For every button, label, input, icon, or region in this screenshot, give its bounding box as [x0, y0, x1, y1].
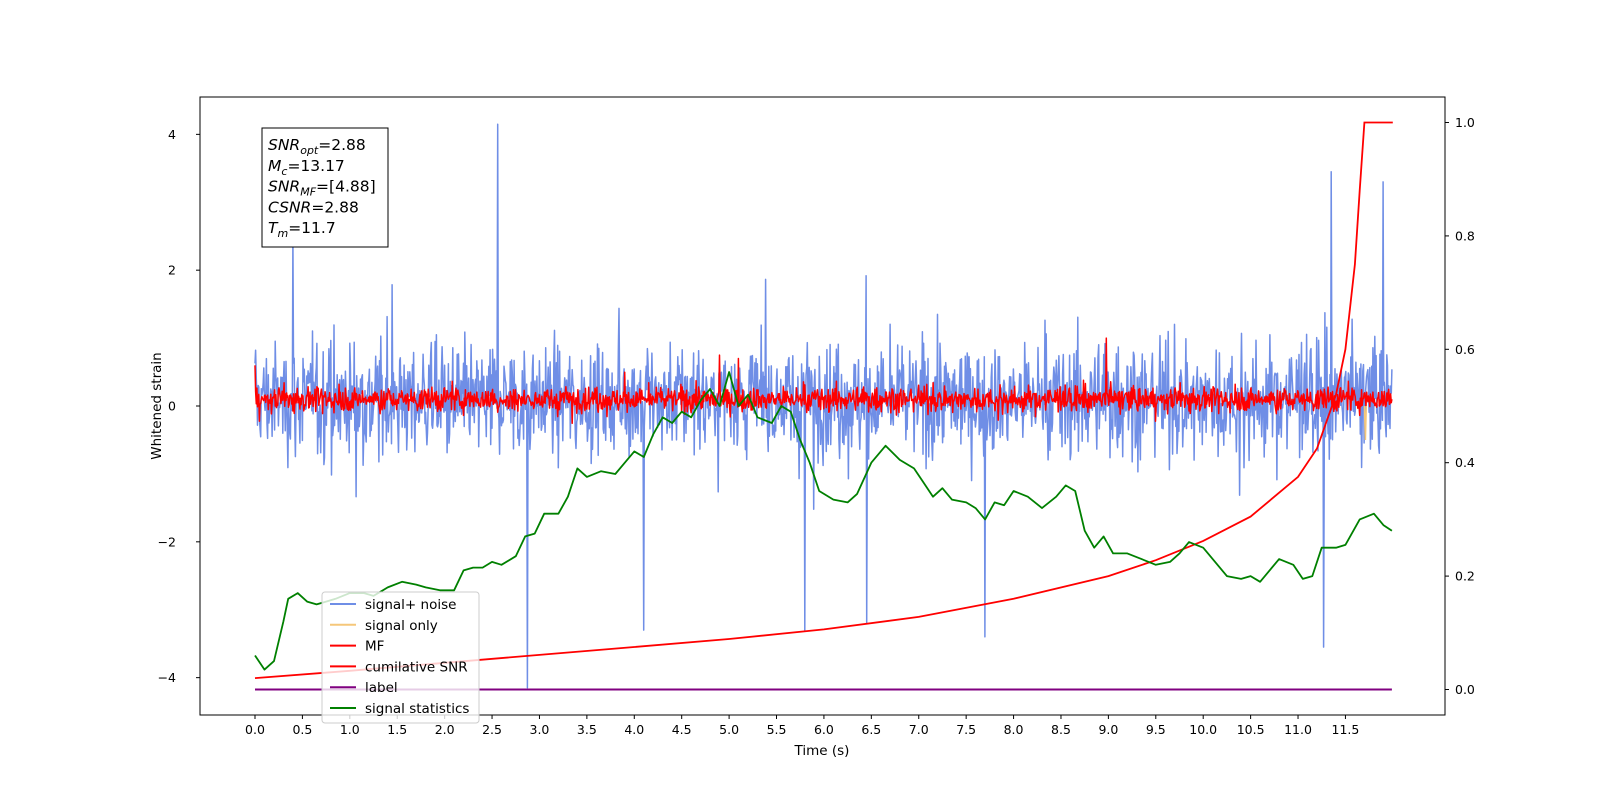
- y-tick-label: −2: [158, 534, 176, 549]
- legend-label: label: [365, 680, 398, 696]
- y2-tick-label: 0.6: [1455, 342, 1475, 357]
- legend-item[interactable]: signal+ noise: [330, 597, 456, 613]
- series-signal-noise-line: [254, 123, 1393, 689]
- y2-tick-label: 1.0: [1455, 115, 1475, 130]
- x-tick-label: 7.5: [956, 722, 976, 737]
- y-tick-label: −4: [158, 670, 176, 685]
- legend-label: signal only: [365, 618, 438, 634]
- x-tick-label: 4.0: [624, 722, 644, 737]
- x-tick-label: 2.5: [482, 722, 502, 737]
- legend-frame: [321, 591, 480, 724]
- legend-label: signal statistics: [365, 701, 469, 717]
- legend-item[interactable]: cumilative SNR: [330, 659, 468, 675]
- axes: 0.0 0.5 1.0 1.5 2.0 2.5 3.0 3.5 4.0 4.5 5.0 5.5 6.0 6…: [158, 115, 1475, 737]
- x-tick-label: 8.0: [1004, 722, 1024, 737]
- series-signal-statistics-line: [254, 371, 1393, 671]
- y2-tick-label: 0.2: [1455, 569, 1475, 584]
- y-tick-label: 4: [168, 127, 176, 142]
- x-tick-label: 11.5: [1332, 722, 1360, 737]
- x-tick-label: 3.5: [577, 722, 597, 737]
- legend-item[interactable]: signal statistics: [330, 701, 469, 717]
- legend-label: cumilative SNR: [365, 659, 468, 675]
- y2-tick-label: 0.0: [1455, 682, 1475, 697]
- y-tick-label: 2: [168, 263, 176, 278]
- x-tick-label: 8.5: [1051, 722, 1071, 737]
- x-tick-label: 11.0: [1284, 722, 1312, 737]
- legend-label: signal+ noise: [365, 597, 456, 613]
- x-tick-label: 4.5: [672, 722, 692, 737]
- legend-item[interactable]: signal only: [330, 618, 438, 634]
- legend-item[interactable]: MF: [330, 639, 384, 655]
- series-mf-line: [254, 337, 1393, 425]
- y2-tick-label: 0.8: [1455, 228, 1475, 243]
- x-tick-label: 1.5: [387, 722, 407, 737]
- legend[interactable]: signal+ noise signal only MF cumilative SNR…: [321, 591, 480, 724]
- x-tick-label: 7.0: [909, 722, 929, 737]
- x-tick-label: 3.0: [530, 722, 550, 737]
- stats-box-frame: [261, 127, 389, 248]
- x-tick-label: 1.0: [340, 722, 360, 737]
- x-tick-label: 9.5: [1146, 722, 1166, 737]
- stats-line: Mc=13.17: [268, 157, 345, 178]
- x-tick-label: 5.5: [767, 722, 787, 737]
- x-axis-label: Time (s): [794, 743, 850, 759]
- legend-item[interactable]: label: [330, 680, 398, 696]
- x-tick-label: 10.5: [1237, 722, 1265, 737]
- x-tick-label: 0.5: [292, 722, 312, 737]
- plot-area: [254, 121, 1393, 691]
- x-tick-label: 9.0: [1098, 722, 1118, 737]
- legend-label: MF: [365, 639, 384, 655]
- x-tick-label: 0.0: [245, 722, 265, 737]
- x-tick-label: 6.5: [861, 722, 881, 737]
- y-axis-label: Whitened strain: [149, 352, 165, 459]
- series-signal-only-line: [1363, 405, 1368, 441]
- series-cumulative-snr-line: [254, 121, 1393, 679]
- stats-line: SNRMF=[4.88]: [268, 178, 376, 199]
- y-tick-label: 0: [168, 399, 176, 414]
- x-tick-label: 10.0: [1189, 722, 1217, 737]
- x-tick-label: 5.0: [719, 722, 739, 737]
- x-tick-label: 2.0: [435, 722, 455, 737]
- stats-line: SNRopt=2.88: [268, 136, 366, 157]
- stats-box: SNRopt=2.88Mc=13.17SNRMF=[4.88]CSNR=2.88…: [261, 127, 389, 248]
- x-tick-label: 6.0: [814, 722, 834, 737]
- y2-tick-label: 0.4: [1455, 455, 1475, 470]
- stats-line: Tm=11.7: [268, 219, 336, 240]
- stats-line: CSNR=2.88: [268, 198, 359, 216]
